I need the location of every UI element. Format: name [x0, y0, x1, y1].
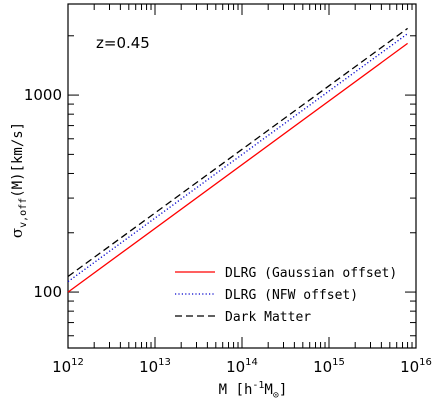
- series-lines: [67, 27, 408, 293]
- y-tick-label: 1000: [24, 86, 62, 104]
- series-line-1: [67, 33, 408, 283]
- y-tick-label: 100: [33, 283, 62, 301]
- series-line-0: [67, 42, 408, 293]
- x-tick-label: 1013: [139, 357, 171, 376]
- x-tick-label: 1012: [52, 357, 84, 376]
- legend-label-2: Dark Matter: [225, 310, 311, 325]
- axis-ticks: [67, 4, 416, 348]
- annotation-redshift: z=0.45: [96, 34, 150, 52]
- x-tick-label: 1016: [400, 357, 432, 376]
- y-axis-label: σv,off(M)[km/s]: [8, 122, 29, 238]
- legend-label-0: DLRG (Gaussian offset): [225, 266, 397, 281]
- legend-label-1: DLRG (NFW offset): [225, 288, 358, 303]
- x-axis-label: M [h-1M⊙]: [219, 380, 288, 401]
- series-line-2: [67, 27, 408, 278]
- legend: DLRG (Gaussian offset) DLRG (NFW offset) D…: [175, 266, 397, 325]
- x-tick-label: 1015: [313, 357, 345, 376]
- tick-labels: 1012 1013 1014 1015 1016 100 1000: [24, 86, 432, 376]
- x-tick-label: 1014: [226, 357, 258, 376]
